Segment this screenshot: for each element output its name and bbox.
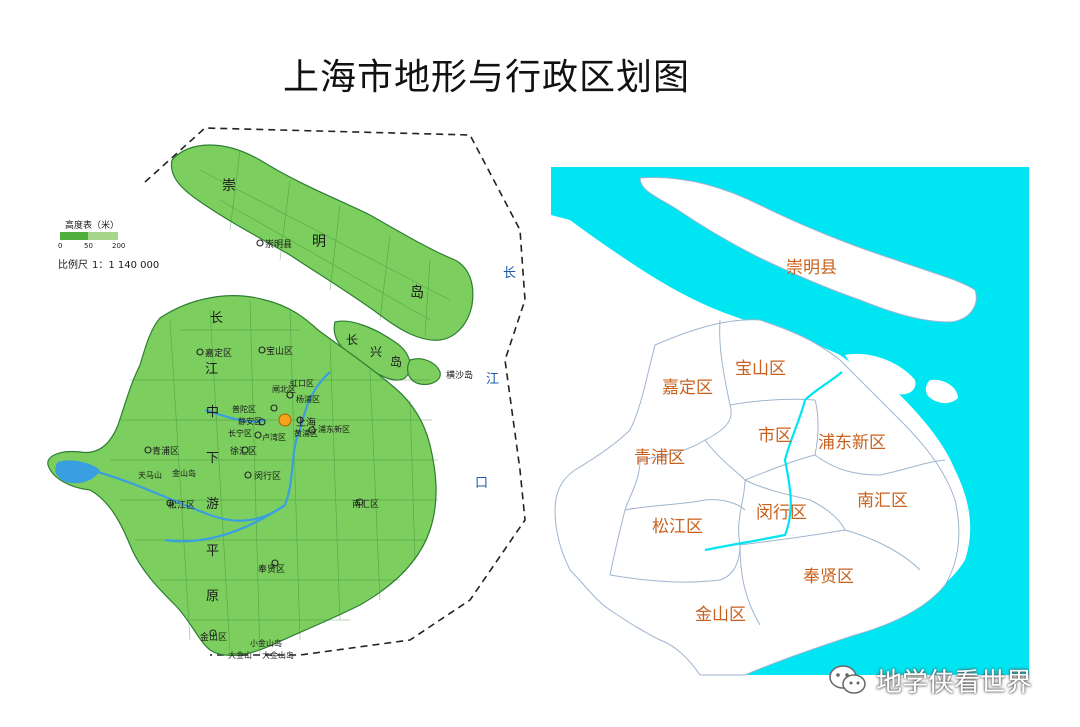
label-changning: 长宁区: [228, 428, 252, 438]
district-fengxian: 奉贤区: [803, 567, 854, 587]
label-hengsha: 横沙岛: [446, 369, 473, 381]
rivers: [89, 371, 331, 543]
label-xiaojinshan: 小金山岛: [250, 638, 282, 648]
region-char-you: 游: [206, 497, 219, 512]
label-qingpu: 青浦区: [152, 445, 179, 457]
scale-label: 比例尺: [58, 258, 88, 271]
label-baoshan: 宝山区: [266, 345, 293, 357]
region-char-ping: 平: [206, 544, 219, 559]
region-char-zhong: 中: [206, 405, 219, 420]
region-char-yuan: 原: [206, 589, 219, 604]
label-jingan: 静安区: [238, 416, 262, 426]
label-city-shanghai: 上海: [296, 416, 316, 429]
legend-elevation-title: 高度表（米）: [65, 219, 119, 231]
district-labels: 崇明县 宝山区 嘉定区 市区 浦东新区 青浦区 南汇区 松江区 闵行区 奉贤区 …: [634, 258, 908, 625]
watermark: 地学侠看世界: [828, 660, 1032, 700]
region-char-xia: 下: [206, 451, 219, 466]
label-fengxian: 奉贤区: [258, 563, 285, 575]
district-songjiang: 松江区: [652, 517, 703, 537]
legend-tick-0: 0: [58, 242, 62, 250]
city-core-marker: [278, 413, 292, 427]
region-char-dao: 岛: [410, 285, 424, 301]
region-char-dao2: 岛: [390, 354, 402, 369]
district-jinshan: 金山区: [695, 605, 746, 625]
label-luwan: 卢湾区: [262, 432, 286, 442]
left-map-labels: 崇明县 嘉定区 宝山区 闸北区 虹口区 杨浦区 普陀区 静安区 长宁区 卢湾区 …: [138, 178, 516, 660]
district-jiading: 嘉定区: [662, 378, 713, 398]
sea-char-chang: 长: [503, 266, 516, 281]
chongming-island: [170, 144, 474, 341]
terrain-map: [47, 127, 526, 656]
label-jinshan: 金山区: [200, 631, 227, 643]
scale-value: 1：1 140 000: [92, 260, 159, 271]
label-yangpu: 杨浦区: [296, 394, 320, 404]
legend-tick-50: 50: [84, 242, 93, 250]
admin-huangpu-river: [704, 371, 843, 552]
hengsha-island: [407, 358, 441, 385]
legend-tick-200: 200: [112, 242, 125, 250]
label-huangpu: 黄浦区: [294, 428, 318, 438]
sea-boundary-dashed: [144, 127, 526, 656]
legend-swatch-low: [60, 232, 88, 240]
canal-network: [110, 149, 451, 656]
legend: 高度表（米） 0 50 200 比例尺 1：1 140 000: [58, 219, 159, 271]
region-char-chang: 长: [210, 311, 223, 326]
region-char-chong: 崇: [222, 178, 236, 194]
label-zhabei: 闸北区: [272, 385, 296, 394]
district-nanhui: 南汇区: [857, 491, 908, 511]
label-hongkou: 虹口区: [290, 379, 314, 388]
label-minhang: 闵行区: [254, 470, 281, 482]
label-tianmashan: 天马山: [138, 470, 162, 480]
region-char-jiang: 江: [205, 362, 218, 377]
label-songjiang: 松江区: [168, 499, 195, 511]
label-chongming: 崇明县: [265, 239, 292, 250]
dianshan-lake: [55, 460, 100, 484]
place-markers: [144, 239, 364, 637]
sea-char-jiang: 江: [486, 372, 499, 387]
watermark-text: 地学侠看世界: [876, 667, 1033, 698]
label-dajinshan-island: 大金山岛: [262, 650, 294, 660]
district-minhang: 闵行区: [756, 503, 807, 523]
label-jiading: 嘉定区: [205, 347, 232, 359]
admin-map: [551, 167, 1029, 676]
district-pudong: 浦东新区: [818, 433, 886, 453]
sea-char-kou: 口: [475, 476, 488, 491]
page-title: 上海市地形与行政区划图: [283, 57, 691, 98]
district-boundaries: [609, 319, 946, 626]
wechat-icon: [829, 665, 866, 694]
label-nanhui: 南汇区: [352, 498, 379, 510]
admin-mainland: [554, 319, 960, 676]
label-xuhui: 徐汇区: [230, 445, 257, 457]
label-putuo: 普陀区: [232, 404, 256, 414]
district-baoshan: 宝山区: [735, 359, 786, 379]
district-qingpu: 青浦区: [634, 448, 685, 468]
legend-swatch-high: [88, 232, 118, 240]
label-dajinshan: 大金山: [228, 650, 252, 660]
admin-changxing-island: [845, 353, 916, 395]
admin-chongming-island: [639, 177, 977, 323]
mainland-terrain: [47, 295, 437, 656]
admin-hengsha-island: [925, 379, 958, 404]
region-char-chang2: 长: [346, 333, 358, 347]
district-chongming: 崇明县: [786, 258, 837, 278]
region-char-xing: 兴: [370, 345, 382, 359]
label-jinshan-island: 金山岛: [172, 468, 196, 478]
district-urban: 市区: [758, 426, 792, 446]
region-char-ming: 明: [312, 234, 326, 250]
label-pudong: 浦东新区: [318, 424, 350, 434]
